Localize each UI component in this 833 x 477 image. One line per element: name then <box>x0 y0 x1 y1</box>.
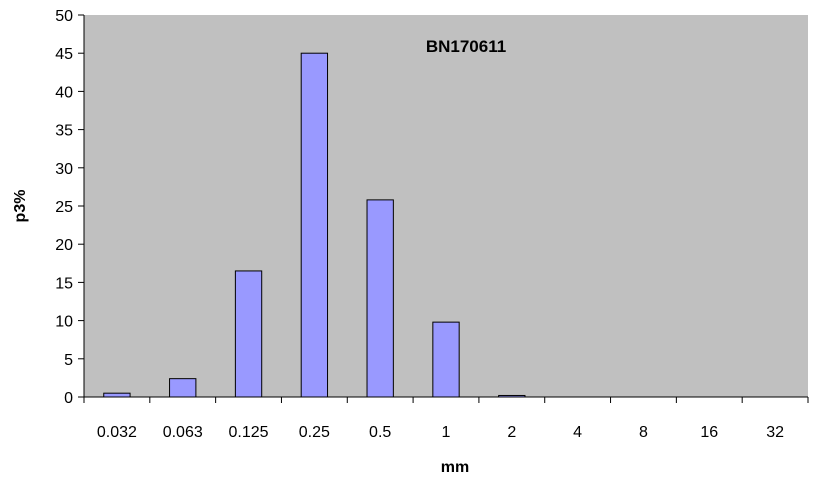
y-tick-label-50: 50 <box>55 8 73 25</box>
y-tick-label-15: 15 <box>55 275 73 292</box>
y-tick-label-30: 30 <box>55 161 73 178</box>
x-tick-label-32: 32 <box>766 424 784 441</box>
y-tick-label-10: 10 <box>55 314 73 331</box>
x-axis-title: mm <box>441 459 469 476</box>
chart-title: BN170611 <box>426 37 506 56</box>
x-tick-label-16: 16 <box>700 424 718 441</box>
y-tick-label-45: 45 <box>55 46 73 63</box>
x-tick-label-8: 8 <box>639 424 648 441</box>
x-tick-label-0.25: 0.25 <box>299 424 330 441</box>
bars-group <box>103 52 526 398</box>
bar-0.25 <box>300 52 329 398</box>
x-tick-label-1: 1 <box>442 424 451 441</box>
y-tick-label-0: 0 <box>64 390 73 407</box>
y-tick-label-35: 35 <box>55 123 73 140</box>
x-tick-label-0.125: 0.125 <box>229 424 269 441</box>
bar-0.032 <box>103 392 131 398</box>
y-tick-label-40: 40 <box>55 84 73 101</box>
y-axis-title: p3% <box>12 190 29 223</box>
y-tick-label-20: 20 <box>55 237 73 254</box>
x-tick-label-0.5: 0.5 <box>369 424 391 441</box>
x-tick-label-0.063: 0.063 <box>163 424 203 441</box>
axes-group <box>78 14 809 403</box>
bar-0.5 <box>366 199 394 398</box>
x-tick-label-4: 4 <box>573 424 582 441</box>
x-tick-label-0.032: 0.032 <box>97 424 137 441</box>
bar-0.125 <box>234 270 263 398</box>
y-tick-label-25: 25 <box>55 199 73 216</box>
bar-0.063 <box>169 378 197 398</box>
bar-1 <box>432 321 460 398</box>
tick-labels-group: 0 5 10 15 20 25 30 35 40 45 50 0.032 0.063 0.125 0.25 0… <box>55 8 784 441</box>
y-tick-label-5: 5 <box>64 352 73 369</box>
x-tick-label-2: 2 <box>507 424 516 441</box>
